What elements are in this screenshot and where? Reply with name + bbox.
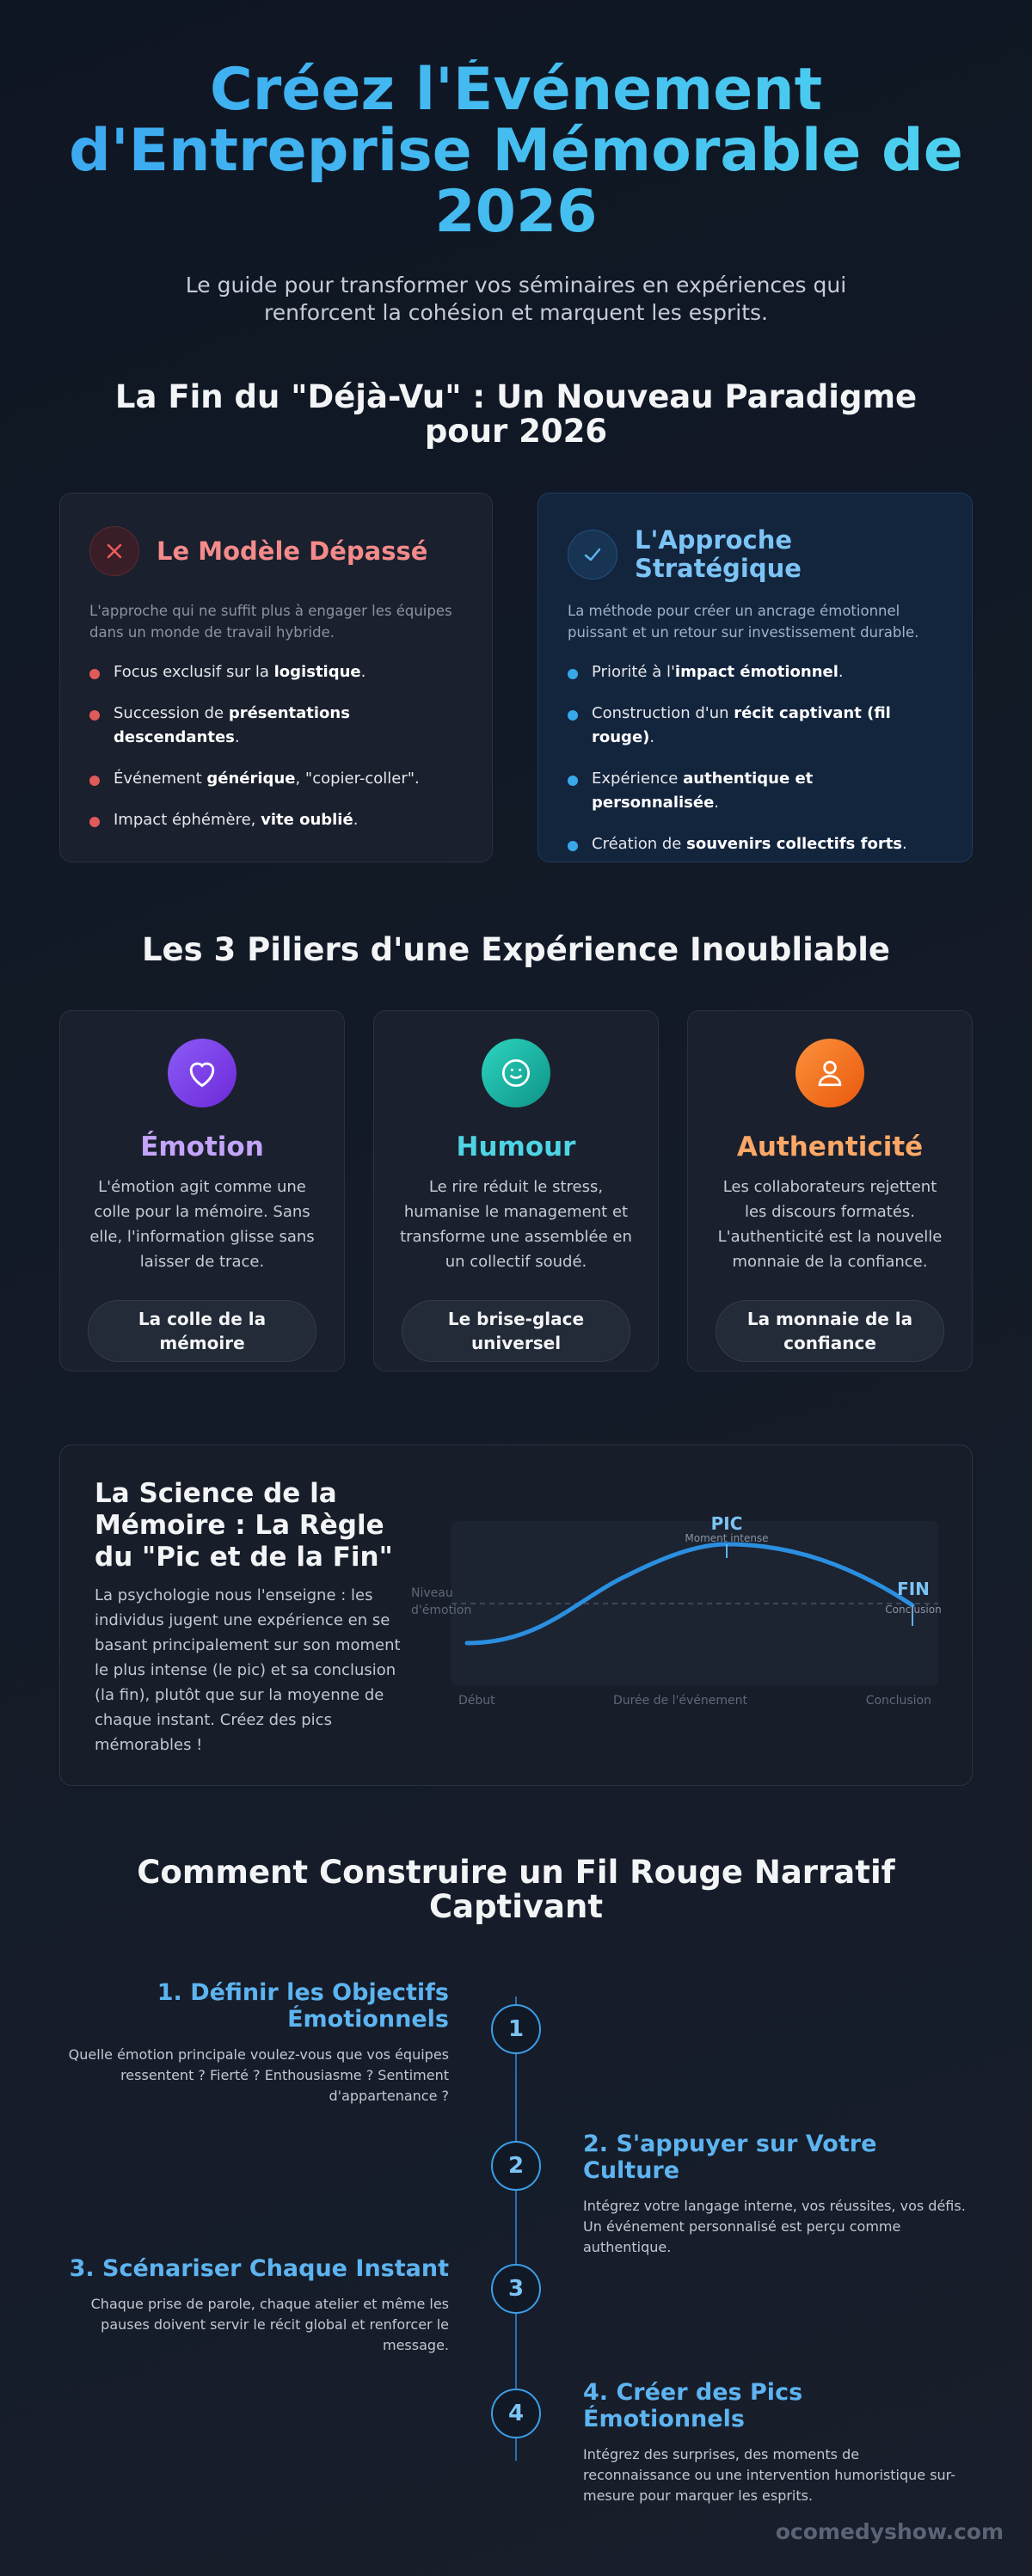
item-text: , "copier-coller". xyxy=(295,770,420,788)
item-text: Focus exclusif sur la xyxy=(114,663,274,681)
diagram-area xyxy=(452,1521,938,1685)
peak-note: Moment intense xyxy=(685,1532,769,1544)
item-text: . xyxy=(649,728,655,746)
pillar-tag: La colle de la mémoire xyxy=(88,1300,316,1362)
step-number: 4 xyxy=(491,2389,541,2438)
step-title: 3. Scénariser Chaque Instant xyxy=(69,2255,449,2282)
pillar-title: Humour xyxy=(456,1132,576,1162)
item-text: Événement xyxy=(114,770,207,788)
emotion-curve xyxy=(464,1542,915,1646)
list-item: Expérience authentique et personnalisée. xyxy=(568,767,943,815)
list-item: Création de souvenirs collectifs forts. xyxy=(568,832,943,856)
item-text: . xyxy=(714,794,720,812)
list-item: Succession de présentations descendantes… xyxy=(89,702,463,750)
heart-icon xyxy=(168,1039,236,1107)
item-text: . xyxy=(902,835,907,853)
end-note: Conclusion xyxy=(885,1604,942,1616)
step-text: Chaque prise de parole, chaque atelier e… xyxy=(90,2296,449,2353)
new-approach-card: L'Approche Stratégique La méthode pour c… xyxy=(538,493,973,862)
peak-end-diagram: Niveau d'émotion PIC Moment intense FIN … xyxy=(404,1496,955,1720)
list-item: Construction d'un récit captivant (fil r… xyxy=(568,702,943,750)
item-text: Impact éphémère, xyxy=(114,811,261,829)
pillar-card: Émotion L'émotion agit comme une colle p… xyxy=(59,1010,345,1371)
timeline-line xyxy=(515,1996,517,2461)
peak-label: PIC xyxy=(710,1513,743,1534)
smile-icon xyxy=(482,1039,550,1107)
step-number: 3 xyxy=(491,2264,541,2314)
subtitle: Le guide pour transformer vos séminaires… xyxy=(185,273,847,325)
pillar-tag: Le brise-glace universel xyxy=(402,1300,630,1362)
memory-title: La Science de la Mémoire : La Règle du "… xyxy=(95,1478,393,1573)
item-bold: souvenirs collectifs forts xyxy=(686,835,903,853)
timeline-step: 3. Scénariser Chaque Instant Chaque prise… xyxy=(62,2255,449,2356)
user-icon xyxy=(796,1039,864,1107)
end-label: FIN xyxy=(897,1579,930,1599)
list: Focus exclusif sur la logistique. Success… xyxy=(89,660,463,832)
pillar-text: Le rire réduit le stress, humanise le ma… xyxy=(400,1178,632,1271)
memory-text: La psychologie nous l'enseigne : les ind… xyxy=(95,1586,401,1754)
cross-icon xyxy=(89,526,139,576)
item-bold: authentique et personnalisée xyxy=(592,770,814,812)
y-axis-label: Niveau d'émotion xyxy=(411,1586,472,1617)
pillar-text: Les collaborateurs rejettent les discour… xyxy=(717,1178,943,1271)
list: Priorité à l'impact émotionnel. Construct… xyxy=(568,660,943,856)
footer-site: ocomedyshow.com xyxy=(775,2519,1004,2544)
diagram-shapes xyxy=(452,1521,938,1685)
item-text: . xyxy=(360,663,366,681)
item-bold: récit captivant (fil rouge) xyxy=(592,704,891,746)
step-number: 1 xyxy=(491,2004,541,2054)
item-bold: impact émotionnel xyxy=(674,663,838,681)
pillar-card: Authenticité Les collaborateurs rejetten… xyxy=(687,1010,973,1371)
timeline-step: 2. S'appuyer sur Votre Culture Intégrez v… xyxy=(583,2131,970,2258)
item-bold: vite oublié xyxy=(261,811,353,829)
item-text: Expérience xyxy=(592,770,684,788)
pillar-card: Humour Le rire réduit le stress, humanis… xyxy=(373,1010,659,1371)
section-title: La Fin du "Déjà-Vu" : Un Nouveau Paradig… xyxy=(114,378,918,450)
item-bold: logistique xyxy=(273,663,361,681)
item-text: Succession de xyxy=(114,704,229,722)
step-title: 2. S'appuyer sur Votre Culture xyxy=(583,2131,877,2184)
item-bold: générique xyxy=(206,770,296,788)
card-title: L'Approche Stratégique xyxy=(635,525,802,583)
step-text: Intégrez votre langage interne, vos réus… xyxy=(583,2198,966,2255)
item-text: Création de xyxy=(592,835,687,853)
timeline-step: 4. Créer des Pics Émotionnels Intégrez de… xyxy=(583,2379,970,2506)
step-title: 1. Définir les Objectifs Émotionnels xyxy=(157,1979,449,2033)
item-bold: présentations descendantes xyxy=(114,704,350,746)
section-title: Les 3 Piliers d'une Expérience Inoubliab… xyxy=(141,931,891,968)
item-text: . xyxy=(838,663,844,681)
pillar-text: L'émotion agit comme une colle pour la m… xyxy=(89,1178,315,1271)
old-model-card: Le Modèle Dépassé L'approche qui ne suff… xyxy=(59,493,493,862)
pillar-title: Authenticité xyxy=(736,1132,924,1162)
step-title: 4. Créer des Pics Émotionnels xyxy=(583,2379,803,2432)
list-item: Événement générique, "copier-coller". xyxy=(89,767,463,791)
x-start-label: Début xyxy=(458,1694,495,1708)
list-item: Focus exclusif sur la logistique. xyxy=(89,660,463,684)
card-title: Le Modèle Dépassé xyxy=(157,536,428,566)
item-text: . xyxy=(234,728,240,746)
check-icon xyxy=(568,530,617,580)
timeline-step: 1. Définir les Objectifs Émotionnels Quel… xyxy=(62,1979,449,2107)
card-description: L'approche qui ne suffit plus à engager … xyxy=(89,603,452,641)
item-text: Priorité à l' xyxy=(592,663,675,681)
pillar-tag: La monnaie de la confiance xyxy=(716,1300,944,1362)
item-text: Construction d'un xyxy=(592,704,734,722)
list-item: Impact éphémère, vite oublié. xyxy=(89,808,463,832)
step-text: Intégrez des surprises, des moments de r… xyxy=(583,2446,955,2504)
section-title: Comment Construire un Fil Rouge Narratif… xyxy=(137,1854,895,1925)
card-description: La méthode pour créer un ancrage émotion… xyxy=(568,603,919,641)
x-axis-label: Durée de l'événement xyxy=(612,1694,748,1708)
item-text: . xyxy=(353,811,359,829)
x-end-label: Conclusion xyxy=(865,1694,931,1708)
list-item: Priorité à l'impact émotionnel. xyxy=(568,660,943,684)
step-number: 2 xyxy=(491,2141,541,2191)
page-title: Créez l'Événement d'Entreprise Mémorable… xyxy=(0,59,1032,242)
step-text: Quelle émotion principale voulez-vous qu… xyxy=(68,2046,449,2104)
pillar-title: Émotion xyxy=(140,1132,264,1162)
